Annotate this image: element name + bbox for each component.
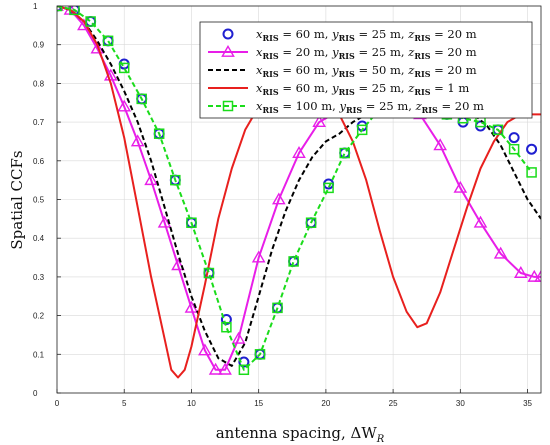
data-point-triangle (514, 265, 528, 278)
data-point-triangle (198, 343, 212, 356)
legend-entry: xRIS = 60 m, yRIS = 50 m, zRIS = 20 m (208, 63, 477, 79)
data-point-square (238, 364, 250, 376)
y-tick-label: 0.1 (33, 350, 45, 359)
data-point-triangle (221, 44, 235, 57)
data-point-square (136, 93, 147, 105)
legend-label: xRIS = 60 m, yRIS = 50 m, zRIS = 20 m (256, 63, 477, 79)
data-point-square (508, 143, 520, 155)
y-tick-label: 0.2 (33, 312, 45, 321)
legend-label: xRIS = 60 m, yRIS = 25 m, zRIS = 1 m (256, 81, 469, 97)
data-point-triangle (218, 362, 232, 375)
y-tick-label: 0.8 (33, 79, 45, 88)
data-point-square (102, 35, 114, 47)
data-point-triangle (292, 146, 306, 158)
data-point-square (323, 182, 334, 194)
x-axis-ticks: 0 5 10 15 20 25 30 35 (55, 389, 533, 408)
data-point-square (203, 267, 215, 279)
data-point-square (356, 124, 368, 136)
data-point-triangle (473, 215, 488, 228)
data-point-triangle (231, 331, 246, 344)
x-tick-label: 30 (456, 399, 465, 408)
x-tick-label: 15 (254, 399, 263, 408)
data-point-circle (238, 356, 250, 368)
data-point-square (492, 124, 504, 136)
data-point-square (526, 167, 537, 178)
data-point-circle (288, 255, 300, 267)
data-point-circle (222, 28, 234, 40)
y-tick-label: 0 (33, 389, 38, 398)
data-point-triangle (130, 134, 145, 147)
data-point-triangle (144, 173, 158, 186)
x-tick-label: 25 (389, 399, 398, 408)
data-point-triangle (272, 192, 286, 205)
y-axis-label: Spatial CCFs (8, 150, 26, 249)
legend-label: xRIS = 100 m, yRIS = 25 m, zRIS = 20 m (256, 99, 484, 115)
y-tick-label: 0.9 (33, 41, 45, 50)
data-point-square (186, 217, 197, 228)
data-point-square (305, 217, 317, 228)
legend-entry: xRIS = 100 m, yRIS = 25 m, zRIS = 20 m (208, 99, 484, 115)
data-point-triangle (171, 258, 185, 271)
data-point-circle (508, 132, 520, 144)
data-point-triangle (312, 115, 326, 128)
y-axis-ticks: 0 0.1 0.2 0.3 0.4 0.5 0.6 0.7 0.8 0.9 1 (33, 2, 61, 398)
y-tick-label: 1 (33, 2, 38, 11)
data-point-square (288, 256, 299, 267)
data-point-triangle (534, 269, 541, 282)
data-point-triangle (157, 215, 172, 228)
data-point-triangle (251, 250, 266, 263)
x-axis-label: antenna spacing, ΔWR (216, 424, 385, 445)
legend-label: xRIS = 60 m, yRIS = 25 m, zRIS = 20 m (256, 27, 477, 43)
data-point-triangle (184, 300, 199, 313)
data-point-triangle (433, 138, 447, 151)
data-point-square (221, 321, 232, 333)
data-point-square (153, 128, 165, 139)
data-point-square (272, 302, 283, 314)
data-point-triangle (453, 180, 468, 193)
y-tick-label: 0.7 (33, 118, 45, 127)
data-point-square (118, 62, 130, 74)
x-tick-label: 20 (321, 399, 330, 408)
legend-entry: xRIS = 60 m, yRIS = 25 m, zRIS = 20 m (222, 27, 477, 43)
x-axis-label-subscript: R (376, 434, 385, 445)
legend-entry: xRIS = 20 m, yRIS = 25 m, zRIS = 20 m (208, 44, 477, 61)
data-point-circle (526, 143, 538, 155)
data-point-square (69, 6, 80, 16)
data-point-triangle (527, 269, 541, 282)
y-tick-label: 0.4 (33, 234, 45, 243)
x-tick-label: 35 (523, 399, 532, 408)
x-tick-label: 10 (187, 399, 196, 408)
legend: xRIS = 60 m, yRIS = 25 m, zRIS = 20 m xRI… (199, 21, 533, 119)
data-point-square (339, 147, 350, 159)
x-axis-label-main: antenna spacing, ΔW (216, 424, 378, 442)
series-line (57, 6, 541, 371)
legend-entry: xRIS = 60 m, yRIS = 25 m, zRIS = 1 m (208, 81, 469, 97)
data-point-triangle (117, 99, 132, 112)
legend-box (199, 21, 533, 119)
x-tick-label: 5 (122, 399, 127, 408)
data-point-square (170, 174, 181, 186)
y-tick-label: 0.6 (33, 157, 45, 166)
data-point-triangle (208, 362, 223, 375)
y-tick-label: 0.5 (33, 196, 45, 205)
data-point-square (222, 100, 234, 112)
data-point-square (254, 349, 266, 360)
legend-label: xRIS = 20 m, yRIS = 25 m, zRIS = 20 m (256, 45, 477, 61)
data-point-triangle (493, 246, 508, 259)
x-tick-label: 0 (55, 399, 60, 408)
data-point-square (85, 16, 96, 27)
data-point-triangle (90, 41, 105, 54)
y-tick-label: 0.3 (33, 273, 45, 282)
